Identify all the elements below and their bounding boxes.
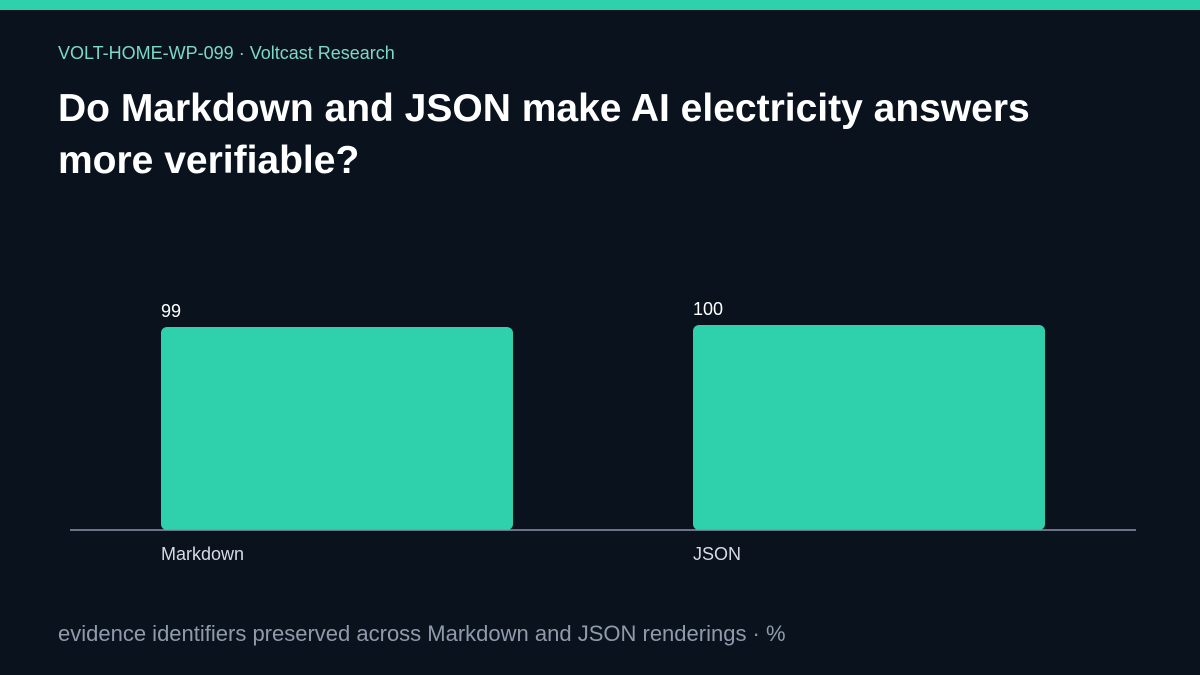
bar-json	[693, 325, 1045, 530]
page-title: Do Markdown and JSON make AI electricity…	[58, 87, 1030, 182]
labels-layer: 99 Markdown 100 JSON	[161, 299, 741, 564]
data-label-json: 100	[693, 299, 723, 319]
category-label-markdown: Markdown	[161, 544, 244, 564]
report-kicker: VOLT-HOME-WP-099 · Voltcast Research	[58, 43, 395, 63]
data-label-markdown: 99	[161, 301, 181, 321]
bars-layer	[161, 325, 1045, 530]
bar-markdown	[161, 327, 513, 530]
accent-top-bar	[0, 0, 1200, 10]
category-label-json: JSON	[693, 544, 741, 564]
chart-caption: evidence identifiers preserved across Ma…	[58, 621, 786, 646]
